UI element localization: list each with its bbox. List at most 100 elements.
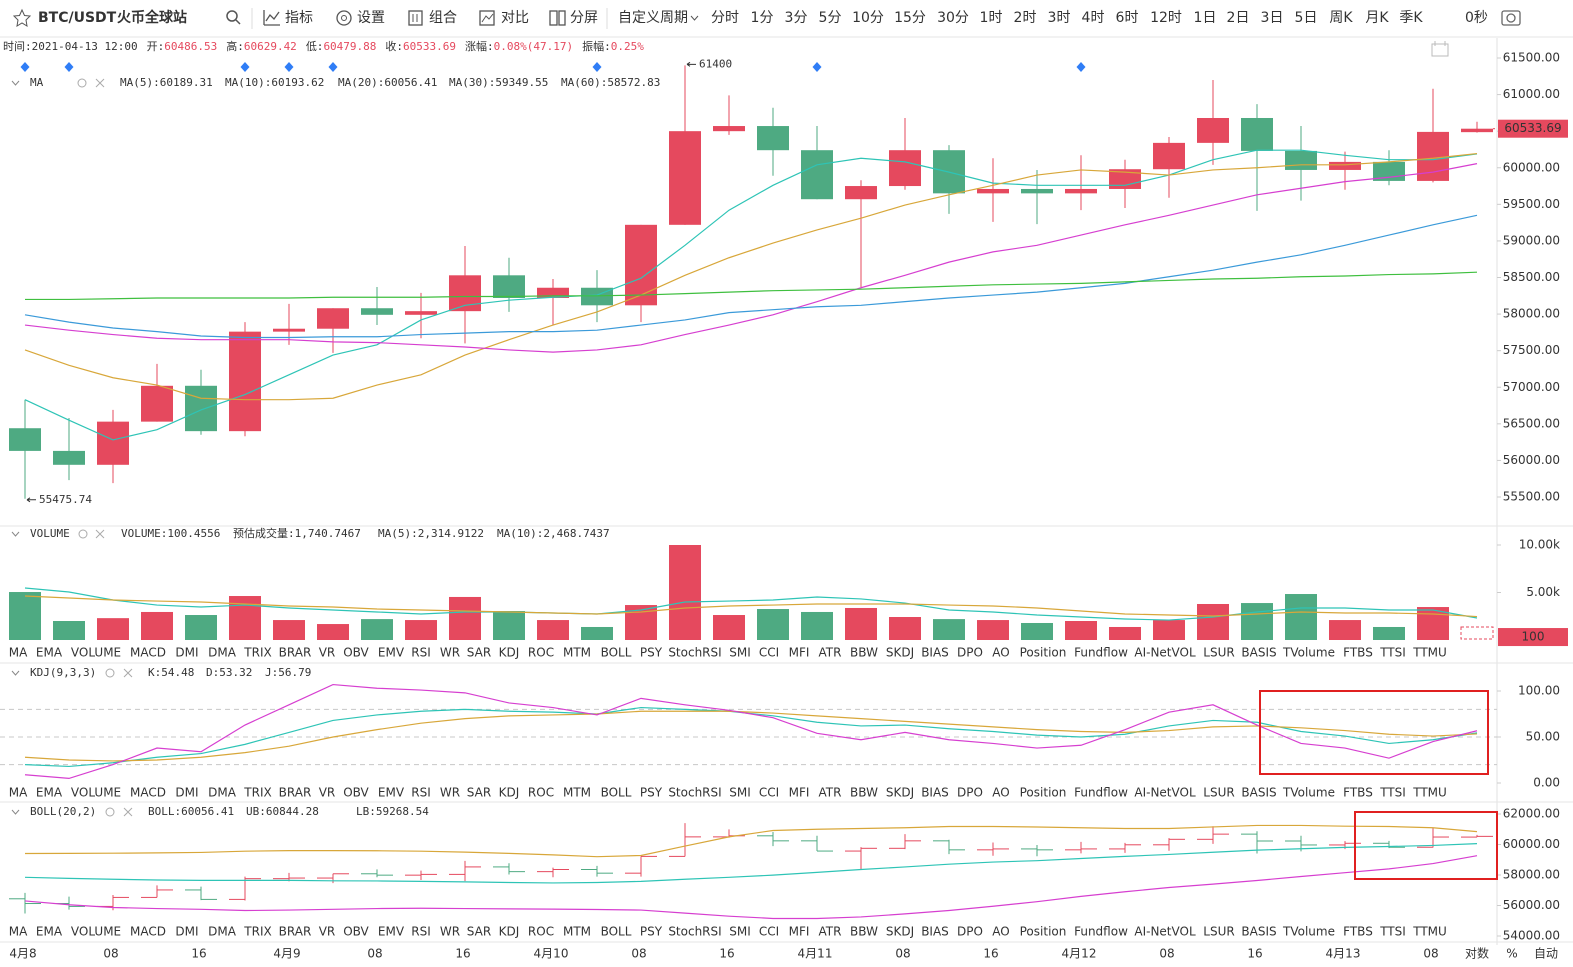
indicator-tab[interactable]: SKDJ — [886, 925, 914, 939]
indicator-tab[interactable]: MA — [9, 925, 28, 939]
period-option[interactable]: 3分 — [785, 10, 808, 26]
indicator-tab[interactable]: MFI — [789, 925, 810, 939]
indicator-icon[interactable] — [263, 10, 280, 26]
indicator-tab[interactable]: StochRSI — [668, 925, 721, 939]
period-option[interactable]: 周K — [1329, 10, 1353, 26]
indicator-tab[interactable]: EMA — [36, 786, 63, 800]
event-marker[interactable] — [812, 62, 822, 72]
indicator-tab[interactable]: ATR — [819, 786, 842, 800]
indicator-tab[interactable]: EMV — [378, 646, 405, 660]
indicator-tab[interactable]: EMV — [378, 925, 405, 939]
indicator-tab[interactable]: StochRSI — [668, 646, 721, 660]
indicator-tab[interactable]: SAR — [467, 786, 491, 800]
indicator-tab[interactable]: BBW — [850, 646, 878, 660]
indicator-tab[interactable]: CCI — [759, 786, 779, 800]
indicator-tab[interactable]: VOLUME — [71, 925, 121, 939]
indicator-tab[interactable]: FTBS — [1343, 786, 1373, 800]
indicator-tab[interactable]: CCI — [759, 646, 779, 660]
indicator-tab[interactable]: LSUR — [1203, 646, 1234, 660]
indicator-tab[interactable]: DMI — [175, 646, 198, 660]
close-icon[interactable] — [95, 529, 105, 539]
indicator-tab[interactable]: TRIX — [243, 646, 271, 660]
event-marker[interactable] — [240, 62, 250, 72]
indicator-tab[interactable]: OBV — [343, 646, 369, 660]
event-marker[interactable] — [328, 62, 338, 72]
indicator-tab[interactable]: RSI — [411, 925, 431, 939]
custom-period[interactable]: 自定义周期 — [618, 10, 688, 26]
event-marker[interactable] — [64, 62, 74, 72]
period-option[interactable]: 1日 — [1194, 10, 1217, 26]
indicator-tab[interactable]: RSI — [411, 646, 431, 660]
indicator-tab[interactable]: Position — [1020, 925, 1067, 939]
indicator-tab[interactable]: VOLUME — [71, 786, 121, 800]
close-icon[interactable] — [123, 668, 133, 678]
period-option[interactable]: 月K — [1365, 10, 1389, 26]
indicator-tab[interactable]: FTBS — [1343, 925, 1373, 939]
indicator-tab[interactable]: VR — [319, 646, 336, 660]
indicator-tab[interactable]: AO — [992, 646, 1009, 660]
period-option[interactable]: 30分 — [937, 10, 969, 26]
event-marker[interactable] — [284, 62, 294, 72]
indicator-tab[interactable]: LSUR — [1203, 786, 1234, 800]
collapse-icon[interactable] — [11, 531, 20, 537]
event-marker[interactable] — [1076, 62, 1086, 72]
period-option[interactable]: 1分 — [751, 10, 774, 26]
indicator-tab[interactable]: EMV — [378, 786, 405, 800]
indicator-tab[interactable]: RSI — [411, 786, 431, 800]
indicator-tab[interactable]: DMA — [208, 786, 237, 800]
indicator-tab[interactable]: MFI — [789, 646, 810, 660]
axis-option[interactable]: 自动 — [1534, 947, 1558, 961]
indicator-tab[interactable]: WR — [440, 925, 460, 939]
indicator-tab[interactable]: DMA — [208, 925, 237, 939]
indicator-tab[interactable]: SAR — [467, 925, 491, 939]
period-option[interactable]: 12时 — [1150, 10, 1182, 26]
search-icon[interactable] — [226, 10, 241, 25]
close-icon[interactable] — [95, 78, 105, 88]
indicator-tab[interactable]: PSY — [640, 786, 663, 800]
indicator-tab[interactable]: DMI — [175, 925, 198, 939]
indicator-tab[interactable]: AO — [992, 786, 1009, 800]
indicator-tab[interactable]: TRIX — [243, 786, 271, 800]
indicator-tab[interactable]: Position — [1020, 646, 1067, 660]
indicator-tab[interactable]: TTMU — [1412, 646, 1447, 660]
close-icon[interactable] — [123, 807, 133, 817]
period-option[interactable]: 10分 — [852, 10, 884, 26]
indicator-tab[interactable]: CCI — [759, 925, 779, 939]
indicator-tab[interactable]: BBW — [850, 925, 878, 939]
indicator-tab[interactable]: TVolume — [1282, 646, 1335, 660]
period-option[interactable]: 2日 — [1227, 10, 1250, 26]
indicator-tab[interactable]: DPO — [957, 646, 983, 660]
indicator-tab[interactable]: Fundflow — [1074, 786, 1128, 800]
indicator-tab[interactable]: AI-NetVOL — [1134, 925, 1196, 939]
period-option[interactable]: 5分 — [819, 10, 842, 26]
indicator-tab[interactable]: TTMU — [1412, 786, 1447, 800]
settings-icon[interactable] — [336, 10, 352, 26]
toolbar-button[interactable]: 组合 — [429, 10, 457, 26]
indicator-tab[interactable]: KDJ — [499, 646, 520, 660]
indicator-tab[interactable]: BOLL — [601, 925, 632, 939]
period-option[interactable]: 2时 — [1014, 10, 1037, 26]
exchange[interactable]: 火币全球站 — [117, 9, 187, 26]
indicator-tab[interactable]: SMI — [729, 786, 751, 800]
indicator-tab[interactable]: ATR — [819, 925, 842, 939]
indicator-tab[interactable]: EMA — [36, 646, 63, 660]
indicator-tab[interactable]: BASIS — [1241, 646, 1276, 660]
indicator-tab[interactable]: BRAR — [279, 925, 312, 939]
indicator-tab[interactable]: VR — [319, 925, 336, 939]
indicator-tab[interactable]: BIAS — [921, 925, 949, 939]
collapse-icon[interactable] — [11, 670, 20, 676]
countdown[interactable]: 0秒 — [1465, 10, 1488, 26]
indicator-tab[interactable]: MACD — [130, 925, 166, 939]
period-option[interactable]: 3时 — [1048, 10, 1071, 26]
indicator-tab[interactable]: BRAR — [279, 786, 312, 800]
indicator-tab[interactable]: DMA — [208, 646, 237, 660]
indicator-tab[interactable]: WR — [440, 786, 460, 800]
indicator-tab[interactable]: ROC — [528, 646, 554, 660]
indicator-tab[interactable]: TTSI — [1379, 646, 1406, 660]
indicator-tab[interactable]: TTSI — [1379, 786, 1406, 800]
axis-option[interactable]: 对数 — [1465, 946, 1489, 961]
dropdown-icon[interactable] — [690, 15, 699, 21]
compare-icon[interactable] — [479, 10, 495, 26]
indicator-tab[interactable]: LSUR — [1203, 925, 1234, 939]
collapse-icon[interactable] — [11, 809, 20, 815]
